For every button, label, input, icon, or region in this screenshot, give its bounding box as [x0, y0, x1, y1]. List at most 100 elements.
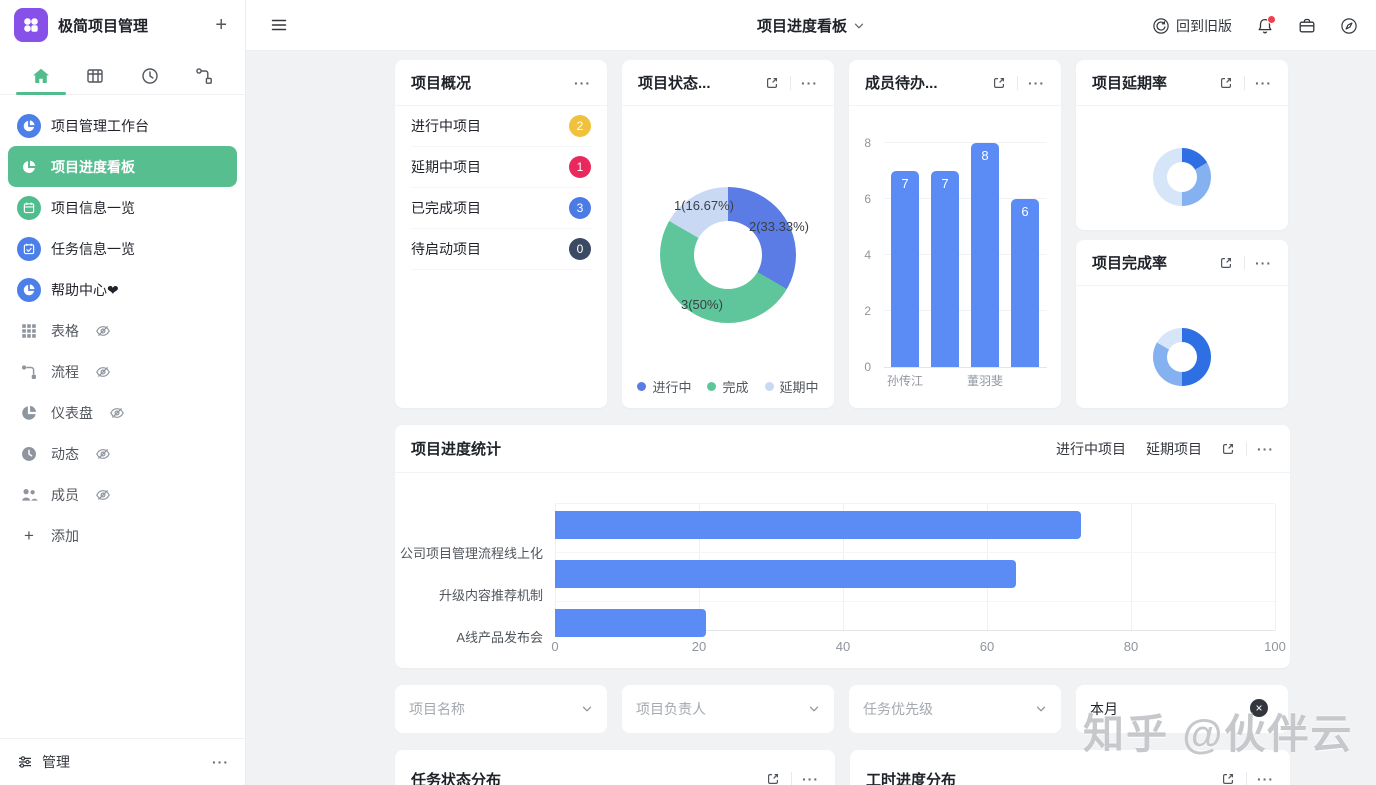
member-todo-card: 成员待办... ··· 8 6 4 2 0 7 7 8 6 孙传江 董羽斐 — [849, 60, 1061, 408]
calendar-check-icon — [17, 236, 41, 261]
sidebar-item-label: 动态 — [51, 445, 79, 462]
chevron-down-icon — [808, 703, 820, 715]
page-title-dropdown[interactable]: 项目进度看板 — [757, 0, 865, 51]
notification-badge — [1267, 14, 1276, 24]
sidebar-item-dashboards[interactable]: 仪表盘 — [8, 392, 237, 433]
manage-button[interactable]: 管理 — [42, 754, 70, 770]
add-page-button[interactable]: + 添加 — [8, 515, 237, 556]
sidebar: 极简项目管理 + 项目管理工作台 项目进度看板 项目信息一览 — [0, 0, 246, 785]
bar-value-label: 6 — [1021, 204, 1029, 219]
category-label: A线产品发布会 — [456, 630, 543, 645]
more-button[interactable]: ··· — [1255, 254, 1272, 271]
more-button[interactable]: ··· — [801, 74, 818, 91]
project-status-card: 项目状态... ··· 1(16.67%) 2(33.33%) 3(50%) 进… — [622, 60, 834, 408]
progress-bar-chart: 公司项目管理流程线上化 升级内容推荐机制 A线产品发布会 0 20 40 60 80 100 — [395, 503, 1290, 657]
eye-off-icon[interactable] — [95, 323, 111, 339]
notifications-button[interactable] — [1256, 14, 1276, 35]
history-icon — [1152, 17, 1170, 35]
overview-label: 延期中项目 — [411, 159, 481, 175]
chart-row — [555, 609, 1275, 651]
sidebar-item-project-workbench[interactable]: 项目管理工作台 — [8, 105, 237, 146]
expand-button[interactable] — [765, 771, 781, 785]
y-tick-label: 0 — [864, 360, 871, 374]
legend-item[interactable]: 延期中 — [764, 377, 819, 396]
expand-button[interactable] — [1218, 75, 1234, 91]
legend-item[interactable]: 进行中 — [637, 377, 691, 396]
card-header: 项目状态... ··· — [622, 60, 834, 106]
eye-off-icon[interactable] — [95, 364, 111, 380]
x-tick-label: 100 — [1264, 639, 1286, 654]
more-button[interactable]: ··· — [1257, 440, 1274, 457]
topbar: 项目进度看板 回到旧版 — [246, 0, 1376, 51]
sidebar-item-tables[interactable]: 表格 — [8, 310, 237, 351]
member-bar: 7 — [891, 171, 919, 367]
rate-cards-column: 项目延期率 ··· 项目完成率 — [1076, 60, 1288, 408]
add-app-button[interactable]: + — [215, 13, 227, 36]
member-bar: 7 — [931, 171, 959, 367]
delay-rate-ring — [1153, 148, 1211, 206]
project-owner-filter[interactable]: 项目负责人 — [622, 685, 834, 733]
category-label: 升级内容推荐机制 — [438, 588, 543, 603]
count-badge: 2 — [569, 115, 591, 137]
chart-row — [555, 560, 1275, 602]
delayed-projects-link[interactable]: 延期项目 — [1146, 440, 1202, 457]
sidebar-item-help-center[interactable]: 帮助中心❤ — [8, 269, 237, 310]
tab-tables[interactable] — [68, 58, 122, 94]
expand-button[interactable] — [1218, 255, 1234, 271]
expand-button[interactable] — [764, 75, 780, 91]
task-priority-filter[interactable]: 任务优先级 — [849, 685, 1061, 733]
tab-recent[interactable] — [123, 58, 177, 94]
tab-home[interactable] — [14, 58, 68, 94]
more-button[interactable]: ··· — [1255, 74, 1272, 91]
sidebar-footer: 管理 ··· — [0, 738, 245, 785]
eye-off-icon[interactable] — [95, 487, 111, 503]
explore-button[interactable] — [1340, 17, 1358, 35]
topbar-actions: 回到旧版 — [1152, 0, 1358, 51]
legend-item[interactable]: 完成 — [707, 377, 749, 396]
more-button[interactable]: ··· — [802, 771, 819, 785]
x-tick-label: 60 — [979, 639, 995, 654]
sidebar-item-project-info[interactable]: 项目信息一览 — [8, 187, 237, 228]
sidebar-item-members[interactable]: 成员 — [8, 474, 237, 515]
card-title: 成员待办... — [865, 75, 938, 92]
more-button[interactable]: ··· — [1028, 74, 1045, 91]
progress-filter-links: 进行中项目 延期项目 — [1056, 439, 1202, 459]
expand-button[interactable] — [991, 75, 1007, 91]
more-button[interactable]: ··· — [574, 74, 591, 91]
back-to-old-version-button[interactable]: 回到旧版 — [1152, 16, 1232, 36]
progress-x-axis: 0 20 40 60 80 100 — [551, 631, 1285, 657]
sidebar-item-activity[interactable]: 动态 — [8, 433, 237, 474]
table-grid-icon — [17, 319, 41, 343]
chevron-down-icon — [1035, 703, 1047, 715]
gridline — [884, 310, 1047, 311]
clear-filter-button[interactable]: × — [1250, 699, 1268, 717]
more-button[interactable]: ··· — [1257, 771, 1274, 785]
expand-button[interactable] — [1220, 441, 1236, 457]
expand-button[interactable] — [1220, 771, 1236, 785]
x-tick-label: 40 — [835, 639, 851, 654]
in-progress-projects-link[interactable]: 进行中项目 — [1056, 440, 1126, 457]
card-header: 工时进度分布 ··· — [850, 750, 1290, 785]
card-header: 成员待办... ··· — [849, 60, 1061, 106]
page-title: 项目进度看板 — [756, 18, 848, 35]
workspace-button[interactable] — [1298, 17, 1316, 35]
sidebar-item-workflows[interactable]: 流程 — [8, 351, 237, 392]
eye-off-icon[interactable] — [109, 405, 125, 421]
overview-row: 延期中项目 1 — [411, 147, 591, 188]
x-tick-label: 0 — [551, 639, 559, 654]
tab-workflow[interactable] — [177, 58, 231, 94]
footer-more-button[interactable]: ··· — [212, 754, 229, 770]
project-overview-card: 项目概况 ··· 进行中项目 2 延期中项目 1 已完成项目 3 待启动项目 — [395, 60, 607, 408]
chart-row — [555, 511, 1275, 553]
project-name-filter[interactable]: 项目名称 — [395, 685, 607, 733]
eye-off-icon[interactable] — [95, 446, 111, 462]
sidebar-tabs — [0, 50, 245, 95]
sidebar-item-task-info[interactable]: 任务信息一览 — [8, 228, 237, 269]
member-bar: 6 — [1011, 199, 1039, 367]
count-badge: 1 — [569, 156, 591, 178]
divider — [791, 772, 792, 785]
date-range-filter[interactable]: 本月 × — [1076, 685, 1288, 733]
divider — [1244, 255, 1245, 270]
sidebar-item-progress-board[interactable]: 项目进度看板 — [8, 146, 237, 187]
hamburger-menu-icon[interactable] — [270, 16, 288, 34]
